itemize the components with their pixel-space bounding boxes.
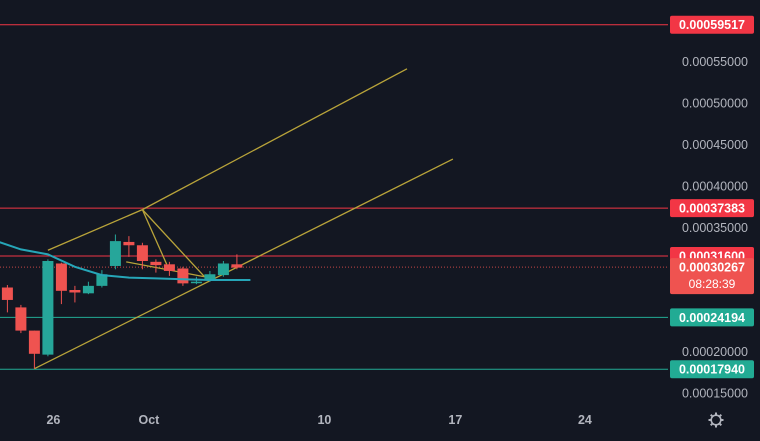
candle-body	[69, 290, 81, 293]
moving-average-line	[0, 241, 251, 282]
candle-body	[28, 330, 40, 354]
y-tick-label: 0.00035000	[682, 221, 748, 235]
x-axis-band	[0, 406, 760, 436]
candle-body	[190, 281, 202, 284]
x-tick-label: 10	[317, 413, 331, 427]
candle-body	[231, 264, 243, 268]
y-tick-label: 0.00015000	[682, 387, 748, 401]
y-tick-label: 0.00050000	[682, 97, 748, 111]
trend-line	[47, 209, 143, 251]
price-level-tag	[670, 15, 754, 34]
candle-body	[15, 307, 27, 331]
candle-body	[82, 285, 94, 294]
x-tick-label: 17	[448, 413, 462, 427]
candle-body	[1, 287, 13, 300]
candle-body	[217, 263, 229, 276]
candle-body	[42, 261, 54, 355]
trend-line	[142, 68, 408, 211]
last-price-tag	[670, 258, 754, 295]
candle-body	[163, 264, 175, 271]
candle-body	[96, 274, 108, 286]
candle-body	[204, 274, 216, 281]
y-tick-label: 0.00040000	[682, 179, 748, 193]
price-level-tag-label: 0.00037383	[679, 202, 745, 216]
x-tick-label: Oct	[138, 413, 160, 427]
price-level-tag	[670, 199, 754, 218]
trend-line	[34, 158, 454, 370]
trend-line	[141, 209, 168, 265]
price-level-tag-label: 0.00059517	[679, 18, 745, 32]
trend-line	[141, 209, 205, 278]
countdown-label: 08:28:39	[689, 277, 736, 291]
x-tick-label: 24	[578, 413, 592, 427]
candle-body	[150, 261, 162, 266]
gear-icon[interactable]	[708, 412, 724, 428]
price-level-tag	[670, 360, 754, 379]
y-tick-label: 0.00045000	[682, 138, 748, 152]
candle-body	[177, 268, 189, 284]
x-tick-label: 26	[46, 413, 60, 427]
candle-body	[55, 263, 67, 291]
candle-body	[136, 245, 148, 261]
price-level-tag	[670, 308, 754, 327]
y-tick-label: 0.00020000	[682, 345, 748, 359]
candle-body	[109, 241, 121, 266]
last-price-label: 0.00030267	[679, 261, 745, 275]
price-level-tag-label: 0.00017940	[679, 363, 745, 377]
y-tick-label: 0.00055000	[682, 55, 748, 69]
candle-body	[123, 241, 135, 246]
price-level-tag-label: 0.00024194	[679, 311, 745, 325]
